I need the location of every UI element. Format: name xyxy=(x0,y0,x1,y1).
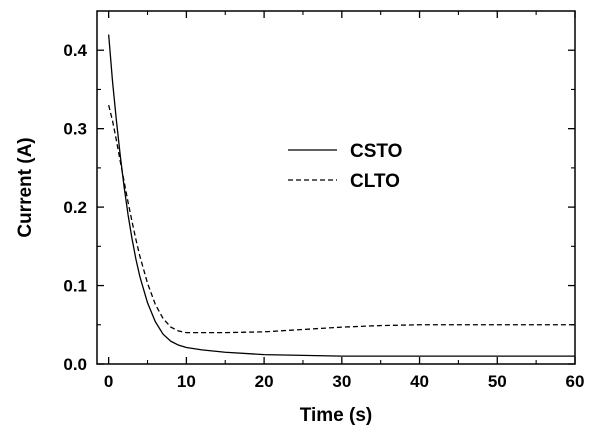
axis-tick-labels: 0 10 20 30 40 50 60 0.0 0.1 0.2 0.3 0.4 xyxy=(63,41,584,391)
plot-border xyxy=(96,10,576,365)
legend: CSTO CLTO xyxy=(288,141,402,192)
y-tick-label: 0.0 xyxy=(63,355,87,374)
x-tick-label: 20 xyxy=(255,372,274,391)
series-line-clto xyxy=(108,104,575,334)
x-axis-title: Time (s) xyxy=(300,405,373,426)
series-lines xyxy=(108,34,575,357)
y-tick-label: 0.3 xyxy=(63,120,87,139)
x-tick-label: 30 xyxy=(332,372,351,391)
y-tick-label: 0.2 xyxy=(63,198,87,217)
axis-ticks xyxy=(97,11,576,365)
x-tick-label: 40 xyxy=(410,372,429,391)
plot-frame xyxy=(96,10,576,365)
x-tick-label: 50 xyxy=(488,372,507,391)
y-tick-label: 0.4 xyxy=(63,41,87,60)
x-tick-label: 10 xyxy=(177,372,196,391)
legend-label-csto: CSTO xyxy=(350,141,402,162)
y-axis-title: Current (A) xyxy=(15,137,36,237)
x-tick-label: 0 xyxy=(104,372,113,391)
legend-label-clto: CLTO xyxy=(350,171,400,192)
y-tick-label: 0.1 xyxy=(63,277,87,296)
x-tick-label: 60 xyxy=(566,372,585,391)
series-line-csto xyxy=(108,34,575,357)
